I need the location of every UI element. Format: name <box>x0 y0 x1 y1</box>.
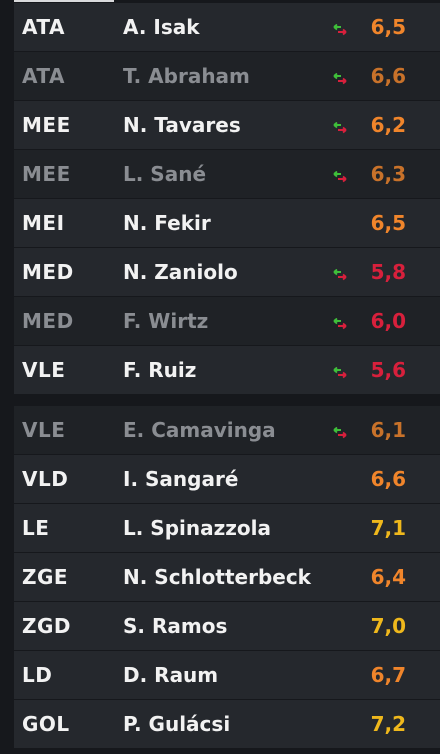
player-position: MEI <box>22 211 65 235</box>
player-rating: 5,6 <box>370 358 406 382</box>
player-position: MED <box>22 309 74 333</box>
player-name: T. Abraham <box>123 64 250 88</box>
player-rating: 5,8 <box>370 260 406 284</box>
player-row[interactable]: ZGD S. Ramos 7,0 <box>14 602 440 650</box>
player-position: ATA <box>22 15 65 39</box>
swap-arrows-icon[interactable] <box>332 315 348 330</box>
player-position: VLE <box>22 418 66 442</box>
player-name: F. Wirtz <box>123 309 209 333</box>
player-rating: 6,3 <box>370 162 406 186</box>
player-rating: 7,0 <box>370 614 406 638</box>
swap-arrows-icon[interactable] <box>332 70 348 85</box>
player-row[interactable]: MEE N. Tavares 6,2 <box>14 101 440 149</box>
player-position: MEE <box>22 162 71 186</box>
swap-arrows-icon[interactable] <box>332 424 348 439</box>
player-name: L. Spinazzola <box>123 516 271 540</box>
player-name: S. Ramos <box>123 614 228 638</box>
player-position: MED <box>22 260 74 284</box>
player-row[interactable]: MEE L. Sané 6,3 <box>14 150 440 198</box>
player-rating: 6,0 <box>370 309 406 333</box>
player-name: A. Isak <box>123 15 200 39</box>
player-rating: 6,6 <box>370 467 406 491</box>
player-position: VLE <box>22 358 66 382</box>
player-name: N. Zaniolo <box>123 260 238 284</box>
player-rating: 6,4 <box>370 565 406 589</box>
player-name: N. Tavares <box>123 113 241 137</box>
player-rating: 7,2 <box>370 712 406 736</box>
player-row[interactable]: ATA T. Abraham 6,6 <box>14 52 440 100</box>
player-rating: 6,5 <box>370 15 406 39</box>
player-name: N. Fekir <box>123 211 211 235</box>
swap-arrows-icon[interactable] <box>332 266 348 281</box>
player-row[interactable]: LE L. Spinazzola 7,1 <box>14 504 440 552</box>
player-name: F. Ruiz <box>123 358 197 382</box>
player-row[interactable]: ZGE N. Schlotterbeck 6,4 <box>14 553 440 601</box>
player-rating: 7,1 <box>370 516 406 540</box>
swap-arrows-icon[interactable] <box>332 119 348 134</box>
swap-arrows-icon[interactable] <box>332 364 348 379</box>
player-row[interactable]: LD D. Raum 6,7 <box>14 651 440 699</box>
player-position: GOL <box>22 712 70 736</box>
player-name: D. Raum <box>123 663 219 687</box>
player-row[interactable]: GOL P. Gulácsi 7,2 <box>14 700 440 748</box>
player-position: VLD <box>22 467 69 491</box>
player-row[interactable]: ATA A. Isak 6,5 <box>14 3 440 51</box>
player-position: ZGE <box>22 565 69 589</box>
player-row[interactable]: MED F. Wirtz 6,0 <box>14 297 440 345</box>
player-row[interactable]: VLE E. Camavinga 6,1 <box>14 406 440 454</box>
player-rating: 6,7 <box>370 663 406 687</box>
tab-indicator <box>14 0 114 2</box>
player-rating: 6,1 <box>370 418 406 442</box>
player-row[interactable]: MED N. Zaniolo 5,8 <box>14 248 440 296</box>
player-rating: 6,5 <box>370 211 406 235</box>
swap-arrows-icon[interactable] <box>332 21 348 36</box>
player-rating: 6,6 <box>370 64 406 88</box>
player-rating: 6,2 <box>370 113 406 137</box>
player-position: ATA <box>22 64 65 88</box>
player-position: MEE <box>22 113 71 137</box>
player-position: ZGD <box>22 614 72 638</box>
player-position: LE <box>22 516 50 540</box>
player-row[interactable]: VLE F. Ruiz 5,6 <box>14 346 440 394</box>
player-row[interactable]: VLD I. Sangaré 6,6 <box>14 455 440 503</box>
player-list: ATA A. Isak 6,5 ATA T. Abraham 6,6 MEE N. Tavar… <box>14 3 440 749</box>
player-name: P. Gulácsi <box>123 712 231 736</box>
swap-arrows-icon[interactable] <box>332 168 348 183</box>
player-name: E. Camavinga <box>123 418 276 442</box>
player-name: N. Schlotterbeck <box>123 565 311 589</box>
player-position: LD <box>22 663 53 687</box>
player-name: I. Sangaré <box>123 467 239 491</box>
player-row[interactable]: MEI N. Fekir 6,5 <box>14 199 440 247</box>
player-name: L. Sané <box>123 162 207 186</box>
